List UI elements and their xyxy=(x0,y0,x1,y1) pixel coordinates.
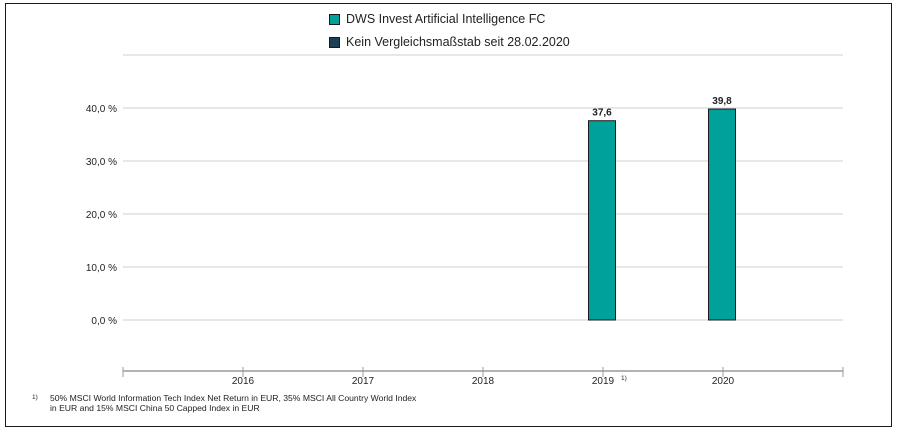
x-tick-label: 2020 xyxy=(712,376,735,387)
y-tick-label: 20,0 % xyxy=(86,210,117,221)
footnote-marker: 1) xyxy=(32,394,38,401)
footnote-line-2: in EUR and 15% MSCI China 50 Capped Inde… xyxy=(50,403,260,413)
y-tick-label: 10,0 % xyxy=(86,263,117,274)
legend-swatch-benchmark xyxy=(329,36,340,48)
bar xyxy=(708,108,736,321)
x-tick-label: 2019 xyxy=(592,376,615,387)
bar-data-label: 39,8 xyxy=(712,96,732,107)
x-tick-label: 2017 xyxy=(352,376,375,387)
x-tick-label: 2018 xyxy=(472,376,495,387)
bar-data-label: 37,6 xyxy=(592,108,612,119)
legend-swatch-fund xyxy=(329,13,340,25)
y-tick-label: 0,0 % xyxy=(91,316,117,327)
bar xyxy=(588,120,616,321)
legend-entry-benchmark: Kein Vergleichsmaßstab seit 28.02.2020 xyxy=(329,35,570,49)
legend-label-fund: DWS Invest Artificial Intelligence FC xyxy=(346,12,546,26)
y-tick-label: 30,0 % xyxy=(86,157,117,168)
legend-label-benchmark: Kein Vergleichsmaßstab seit 28.02.2020 xyxy=(346,35,570,49)
x-tick-label: 2016 xyxy=(232,376,255,387)
chart-frame xyxy=(5,3,892,427)
y-tick-label: 40,0 % xyxy=(86,104,117,115)
footnote-line-1: 50% MSCI World Information Tech Index Ne… xyxy=(50,393,417,403)
footnote: 1) 50% MSCI World Information Tech Index… xyxy=(32,393,570,413)
legend-entry-fund: DWS Invest Artificial Intelligence FC xyxy=(329,12,545,26)
x-tick-superscript: 1) xyxy=(621,375,627,382)
